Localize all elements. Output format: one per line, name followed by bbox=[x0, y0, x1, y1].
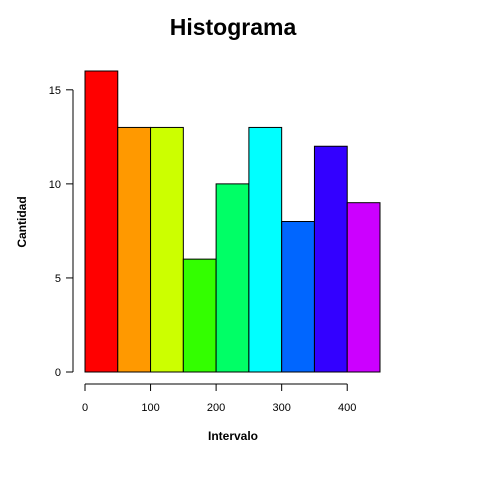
x-axis: 0 100 200 300 400 bbox=[82, 383, 356, 414]
x-tick-label: 200 bbox=[207, 402, 225, 414]
x-tick-label: 100 bbox=[141, 402, 159, 414]
histogram-bar bbox=[313, 145, 348, 373]
y-tick-label: 0 bbox=[55, 367, 61, 379]
x-tick-label: 300 bbox=[272, 402, 290, 414]
chart-title: Histograma bbox=[169, 14, 297, 40]
x-tick-label: 0 bbox=[82, 402, 88, 414]
histogram-bar bbox=[346, 202, 381, 373]
histogram-bar bbox=[281, 221, 315, 373]
histogram-bar bbox=[150, 126, 184, 373]
y-tick-label: 5 bbox=[55, 273, 61, 285]
y-axis-title: Cantidad bbox=[15, 196, 29, 247]
histogram-bar bbox=[248, 126, 283, 373]
y-tick-label: 10 bbox=[49, 179, 61, 191]
y-tick-label: 15 bbox=[49, 85, 61, 97]
y-axis: 0 5 10 15 bbox=[49, 85, 74, 379]
bars-group bbox=[84, 70, 381, 373]
histogram-bar bbox=[182, 258, 217, 373]
x-tick-label: 400 bbox=[338, 402, 356, 414]
histogram-bar bbox=[117, 126, 152, 373]
x-axis-title: Intervalo bbox=[208, 429, 258, 443]
histogram-bar bbox=[84, 70, 119, 373]
histogram-bar bbox=[215, 183, 250, 373]
